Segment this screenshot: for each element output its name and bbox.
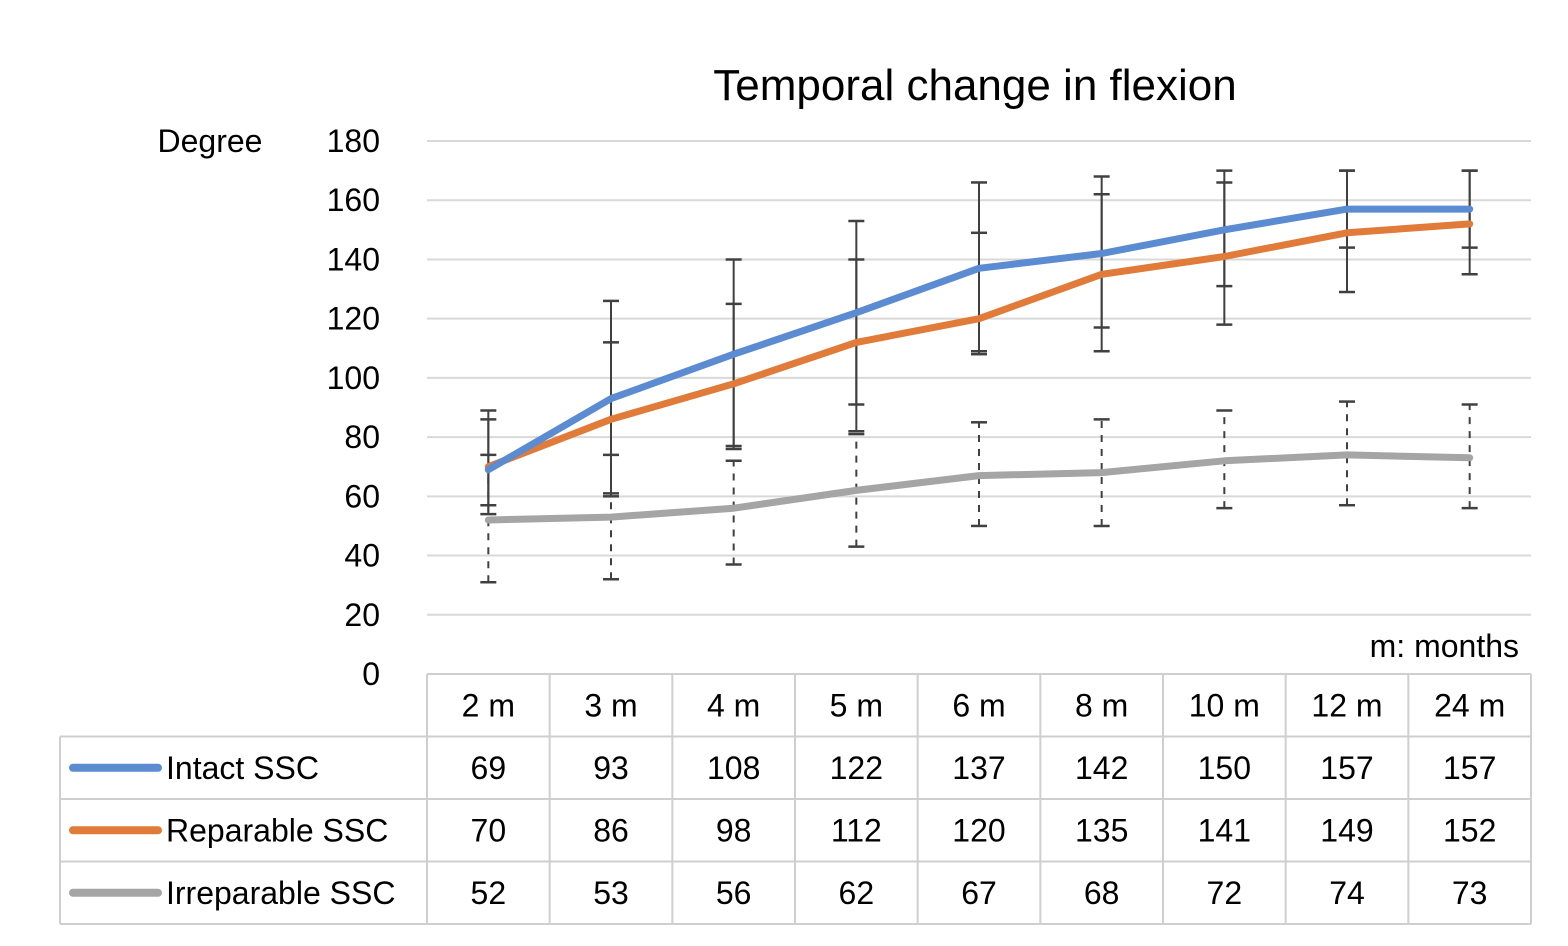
data-label: 152: [1443, 812, 1496, 848]
legend-label: Intact SSC: [166, 750, 319, 786]
data-label: 68: [1084, 875, 1120, 911]
data-label: 73: [1452, 875, 1488, 911]
data-label: 69: [471, 750, 507, 786]
data-label: 74: [1329, 875, 1365, 911]
data-label: 52: [471, 875, 507, 911]
x-unit-note: m: months: [1370, 628, 1519, 664]
data-label: 67: [961, 875, 997, 911]
x-tick-label: 12 m: [1311, 687, 1382, 723]
data-label: 56: [716, 875, 752, 911]
y-tick-labels: 0 20 40 60 80 100 120 140 160 180: [327, 123, 380, 692]
y-axis-label: Degree: [158, 123, 263, 159]
series-line: [484, 205, 1474, 474]
data-label: 112: [831, 812, 882, 848]
data-label: 150: [1198, 750, 1251, 786]
x-tick-label: 6 m: [952, 687, 1005, 723]
y-tick-label: 60: [344, 478, 380, 514]
data-label: 142: [1075, 750, 1128, 786]
series-line: [484, 220, 1474, 471]
x-tick-label: 4 m: [707, 687, 760, 723]
y-tick-label: 160: [327, 182, 380, 218]
y-tick-label: 180: [327, 123, 380, 159]
y-tick-label: 0: [362, 656, 380, 692]
y-tick-label: 140: [327, 241, 380, 277]
y-tick-label: 20: [344, 597, 380, 633]
y-tick-label: 120: [327, 301, 380, 337]
y-tick-label: 40: [344, 538, 380, 574]
data-label: 108: [707, 750, 760, 786]
error-bars: [480, 169, 1478, 584]
x-tick-label: 8 m: [1075, 687, 1128, 723]
data-label: 157: [1443, 750, 1496, 786]
series-line: [484, 451, 1474, 524]
data-label: 53: [593, 875, 629, 911]
data-label: 98: [716, 812, 752, 848]
series-lines: [484, 205, 1474, 524]
x-tick-label: 3 m: [584, 687, 637, 723]
data-label: 141: [1198, 812, 1251, 848]
x-tick-label: 10 m: [1189, 687, 1260, 723]
data-label: 157: [1320, 750, 1373, 786]
x-tick-label: 5 m: [830, 687, 883, 723]
data-label: 86: [593, 812, 629, 848]
data-label: 70: [471, 812, 507, 848]
data-label: 135: [1075, 812, 1128, 848]
data-table: 2 m 3 m 4 m 5 m 6 m 8 m 10 m 12 m 24 m Intact SSC…: [59, 673, 1532, 925]
data-label: 72: [1207, 875, 1243, 911]
data-label: 62: [839, 875, 875, 911]
x-tick-label: 2 m: [462, 687, 515, 723]
data-label: 120: [952, 812, 1005, 848]
x-tick-label: 24 m: [1434, 687, 1505, 723]
data-label: 149: [1320, 812, 1373, 848]
data-label: 93: [593, 750, 629, 786]
legend-label: Irreparable SSC: [166, 875, 395, 911]
chart-title: Temporal change in flexion: [713, 61, 1236, 110]
y-tick-label: 100: [327, 360, 380, 396]
data-label: 137: [952, 750, 1005, 786]
y-tick-label: 80: [344, 419, 380, 455]
data-label: 122: [830, 750, 883, 786]
legend-label: Reparable SSC: [166, 812, 388, 848]
